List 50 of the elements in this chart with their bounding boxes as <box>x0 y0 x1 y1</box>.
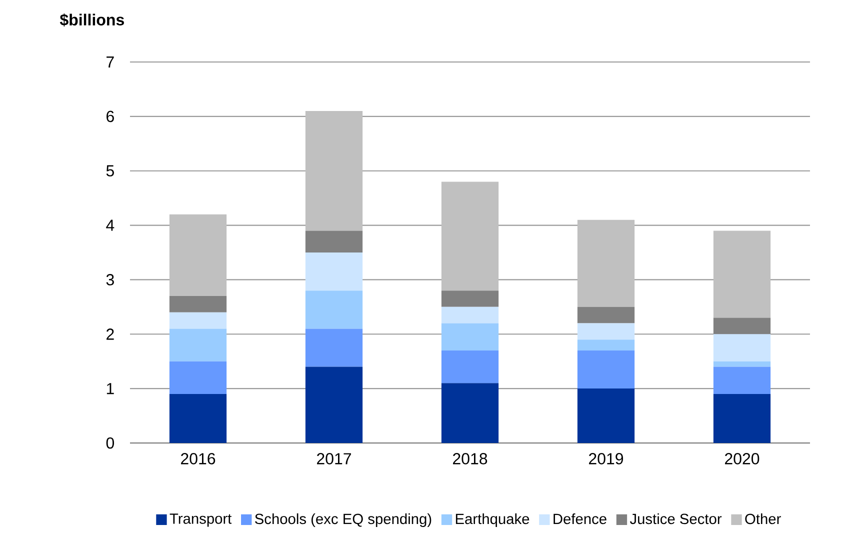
bar <box>169 394 227 443</box>
y-tick-label: 6 <box>106 110 114 122</box>
bar <box>577 350 635 389</box>
y-tick-label: 2 <box>106 328 114 340</box>
x-tick-label: 2018 <box>452 453 488 464</box>
x-tick-label: 2019 <box>588 453 624 464</box>
bar <box>441 306 499 324</box>
bar <box>305 366 363 443</box>
bar <box>441 350 499 384</box>
bar <box>713 334 771 362</box>
bar <box>577 340 635 350</box>
bar <box>305 230 363 252</box>
bar <box>305 252 363 291</box>
bar <box>441 290 499 307</box>
legend-label: Schools (exc EQ spending) <box>255 513 432 528</box>
x-tick-label: 2020 <box>724 453 760 464</box>
bar <box>441 323 499 350</box>
y-tick-label: 1 <box>106 383 114 394</box>
y-tick-label: 4 <box>106 220 114 231</box>
legend-label: Earthquake <box>456 513 530 528</box>
bar <box>441 182 499 291</box>
bar <box>169 296 227 312</box>
legend-label: Justice Sector <box>630 513 722 524</box>
y-tick-label: 7 <box>106 56 114 68</box>
legend-label: Defence <box>554 513 606 524</box>
bar <box>169 361 227 394</box>
y-tick-label: 5 <box>106 165 114 176</box>
bar <box>305 290 363 329</box>
bar <box>713 394 771 443</box>
bar <box>577 220 635 307</box>
legend-label: Transport <box>170 514 232 527</box>
x-tick-label: 2016 <box>181 453 216 464</box>
bar <box>577 388 635 443</box>
x-tick-label: 2017 <box>317 453 351 464</box>
bar <box>713 318 771 334</box>
y-tick-label: 0 <box>106 437 114 449</box>
bar <box>169 214 227 296</box>
bar <box>169 328 227 362</box>
bar <box>713 366 771 394</box>
y-axis-title: $billions <box>60 13 124 27</box>
bar <box>305 110 363 231</box>
bar <box>305 328 363 367</box>
bar <box>713 361 771 367</box>
bar <box>713 230 771 318</box>
bar <box>169 312 227 329</box>
y-tick-label: 3 <box>106 274 114 286</box>
bar <box>441 383 499 443</box>
bar <box>577 306 635 324</box>
legend-label: Other <box>745 513 781 524</box>
bar <box>577 323 635 340</box>
